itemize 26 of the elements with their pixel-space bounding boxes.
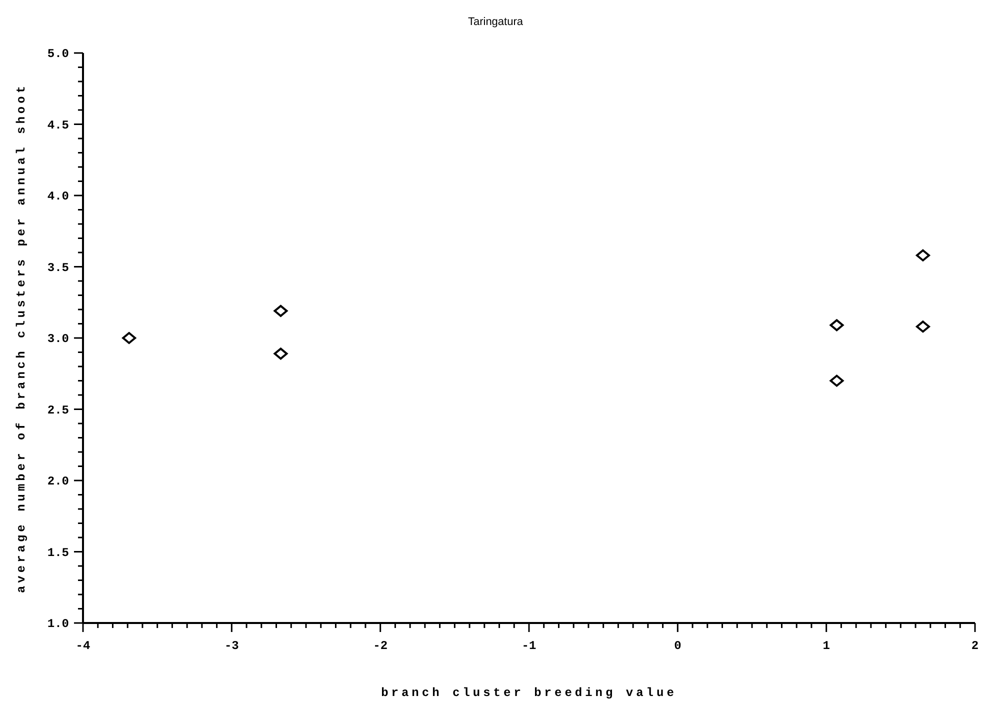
y-tick-label: 1.0	[47, 617, 69, 631]
chart-title: Taringatura	[466, 16, 524, 28]
x-tick-label: -1	[522, 639, 536, 653]
point	[916, 320, 930, 333]
point	[122, 332, 136, 344]
y-tick-label: 1.5	[47, 546, 69, 560]
x-axis-title: branch cluster breeding value	[381, 686, 677, 700]
y-tick-label: 4.5	[47, 118, 69, 132]
point	[830, 374, 844, 387]
point	[274, 304, 288, 317]
x-tick-label: 0	[674, 639, 682, 653]
x-tick-label: 1	[822, 639, 830, 653]
x-tick-label: -3	[224, 639, 239, 653]
y-tick-label: 3.0	[47, 332, 69, 346]
x-tick-label: 2	[971, 639, 979, 653]
y-tick-label: 4.0	[47, 190, 69, 204]
x-tick-label: -4	[76, 639, 90, 653]
y-axis-title: average number of branch clusters per annual shoot	[14, 82, 28, 594]
point	[274, 348, 288, 360]
y-tick-label: 3.5	[47, 260, 69, 275]
x-tick-label: -2	[373, 639, 388, 653]
y-tick-label: 2.5	[47, 403, 69, 418]
y-tick-label: 2.0	[47, 474, 69, 488]
point	[916, 249, 930, 262]
point	[830, 319, 844, 332]
y-tick-label: 5.0	[47, 47, 69, 61]
